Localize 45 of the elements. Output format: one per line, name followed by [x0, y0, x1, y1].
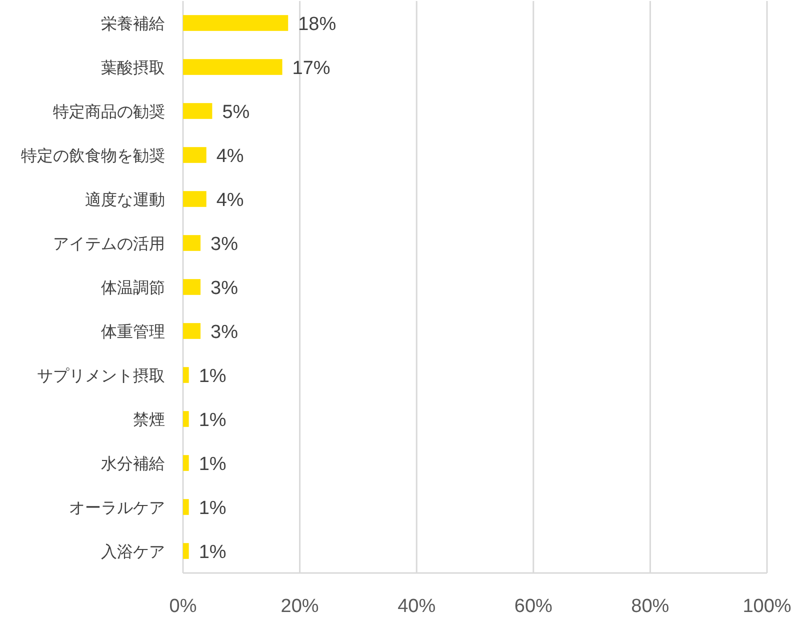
y-tick-label: 体重管理 [101, 323, 165, 341]
y-tick-label: 特定商品の勧奨 [53, 103, 165, 121]
data-label: 17% [292, 58, 330, 79]
y-tick-label: 栄養補給 [101, 15, 165, 33]
bar [183, 323, 201, 339]
data-label: 1% [198, 454, 226, 475]
bar [183, 235, 201, 251]
bar [183, 279, 201, 295]
data-label: 4% [216, 190, 244, 211]
bar [183, 59, 282, 75]
bar [183, 411, 189, 427]
data-label: 5% [222, 102, 250, 123]
x-tick-label: 20% [280, 596, 319, 617]
data-label: 3% [210, 278, 238, 299]
data-label: 1% [198, 366, 226, 387]
data-label: 3% [210, 234, 238, 255]
bar [183, 367, 189, 383]
x-tick-label: 100% [742, 596, 792, 617]
y-tick-label: 禁煙 [133, 411, 165, 429]
bar [183, 147, 206, 163]
y-tick-label: 体温調節 [101, 279, 165, 297]
y-tick-label: 葉酸摂取 [101, 59, 165, 77]
bar [183, 15, 288, 31]
y-tick-label: アイテムの活用 [53, 236, 165, 253]
bar [183, 499, 189, 515]
data-label: 4% [216, 146, 244, 167]
x-tick-label: 60% [514, 596, 553, 617]
data-label: 1% [198, 410, 226, 431]
bar [183, 103, 212, 119]
bar [183, 543, 189, 559]
y-tick-label: 水分補給 [101, 455, 165, 473]
data-label: 18% [298, 14, 336, 35]
data-label: 3% [210, 322, 238, 343]
y-tick-label: 適度な運動 [85, 191, 165, 209]
data-label: 1% [198, 542, 226, 563]
x-tick-label: 80% [631, 596, 670, 617]
x-tick-label: 0% [169, 596, 197, 617]
bar [183, 455, 189, 471]
bar [183, 191, 206, 207]
y-tick-label: オーラルケア [69, 500, 165, 517]
y-tick-label: サプリメント摂取 [37, 367, 165, 385]
data-label: 1% [198, 498, 226, 519]
y-tick-label: 入浴ケア [101, 543, 165, 561]
x-tick-label: 40% [398, 596, 436, 617]
y-tick-label: 特定の飲食物を勧奨 [21, 147, 165, 165]
